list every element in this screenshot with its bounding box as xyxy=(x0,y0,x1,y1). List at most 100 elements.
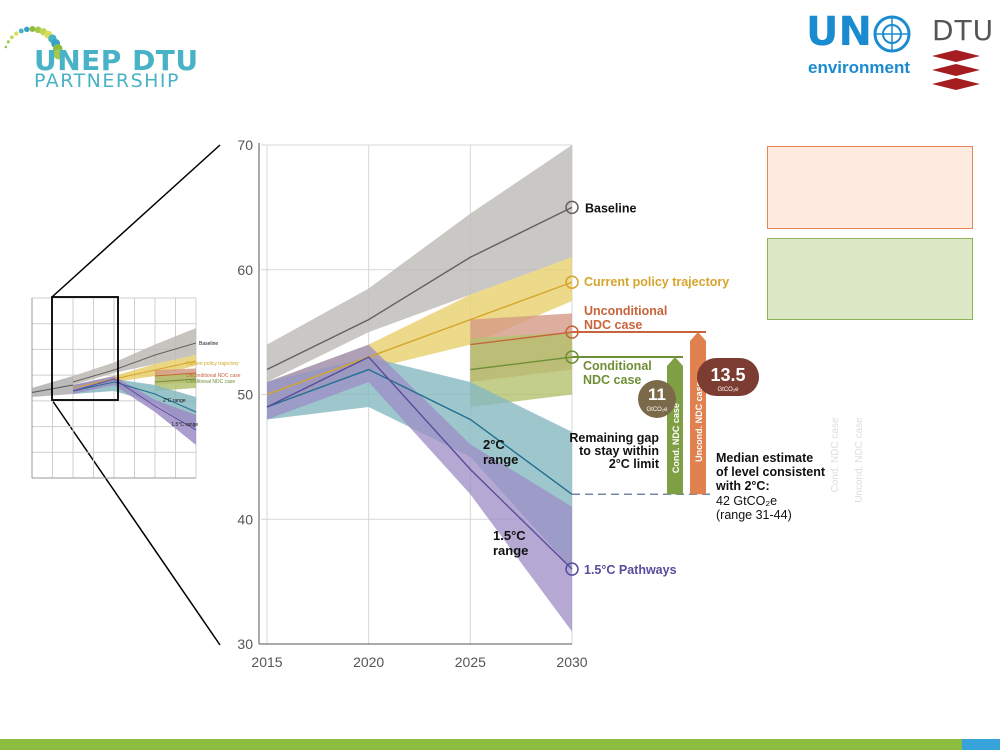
main-emissions-chart: 30 40 50 60 70 2015 2020 2025 2030 Baseline Curren… xyxy=(237,137,865,670)
x-tick-label: 2015 xyxy=(251,654,282,670)
label-unconditional-line2: NDC case xyxy=(584,318,642,332)
label-2c-range-line1: 2°C xyxy=(483,437,505,452)
cond-ndc-bar-label: Cond. NDC case xyxy=(671,403,681,473)
logo-dot xyxy=(18,28,24,34)
un-environment-text: environment xyxy=(808,58,911,77)
one-five-band xyxy=(267,344,572,632)
logo-title: UNEP DTU xyxy=(34,44,199,77)
label-15c-range: 1.5°C range xyxy=(493,528,528,558)
baseline-band xyxy=(267,145,572,383)
bubble-13-5 xyxy=(697,358,759,396)
remaining-gap-line1: Remaining gap xyxy=(569,431,659,445)
zoom-line-bottom xyxy=(51,399,221,646)
bubble-11-unit: GtCO₂e xyxy=(647,407,669,413)
x-tick-label: 2020 xyxy=(353,654,384,670)
x-tick-label: 2025 xyxy=(455,654,486,670)
inset-conditional-line xyxy=(154,378,197,383)
baseline-end-marker xyxy=(565,200,579,215)
overview-inset-chart: Baseline Current policy trajectory Uncondi… xyxy=(31,296,241,479)
logo-dot xyxy=(34,26,42,34)
bubble-13-5-unit: GtCO₂e xyxy=(718,387,740,393)
median-line3: with 2°C: xyxy=(715,479,770,493)
x-tick-label: 2030 xyxy=(556,654,587,670)
unconditional-line xyxy=(470,331,573,346)
inset-baseline-line xyxy=(72,342,197,383)
label-current-policy: Current policy trajectory xyxy=(584,275,729,289)
faded-cond-label: Cond. NDC case xyxy=(830,417,841,492)
bubble-11 xyxy=(638,380,676,418)
bubble-13-5-value: 13.5 xyxy=(710,365,745,385)
one-five-end-marker xyxy=(565,562,579,576)
inset-label-15c: 1.5°C range xyxy=(171,422,198,428)
inset-baseline-band xyxy=(73,328,196,385)
dtu-logo-text: DTU xyxy=(932,14,995,47)
logo-dot xyxy=(24,26,30,33)
inset-two-deg-line xyxy=(72,381,197,413)
inset-one-five-band xyxy=(73,376,196,445)
inset-label-baseline: Baseline xyxy=(199,341,218,347)
label-one-five-pathways: 1.5°C Pathways xyxy=(584,563,677,577)
bubble-11-value: 11 xyxy=(648,385,666,404)
label-2c-range: 2°C range xyxy=(483,437,518,467)
legend-box-unconditional xyxy=(767,146,973,229)
current-policy-end-marker xyxy=(565,275,579,289)
inset-two-deg-band xyxy=(73,379,196,430)
inset-unconditional-line xyxy=(154,372,197,377)
inset-zoom-rect xyxy=(51,296,119,401)
label-15c-range-line2: range xyxy=(493,543,528,558)
inset-label-current-policy: Current policy trajectory xyxy=(186,361,239,367)
label-conditional-line1: Conditional xyxy=(583,359,652,373)
median-line1: Median estimate xyxy=(716,451,813,465)
y-tick-label: 40 xyxy=(237,511,253,527)
uncond-ndc-bar-label: Uncond. NDC case xyxy=(694,381,704,462)
label-unconditional: Unconditional NDC case xyxy=(584,304,667,332)
logo-dot xyxy=(6,40,10,44)
one-five-line xyxy=(266,356,573,570)
inset-label-2c: 2°C range xyxy=(163,398,186,404)
median-estimate-text: Median estimate of level consistent with 2… xyxy=(715,451,826,522)
conditional-band xyxy=(470,332,572,407)
dtu-stripes-icon xyxy=(932,50,980,90)
inset-label-conditional: Conditional NDC case xyxy=(186,379,235,385)
zoom-line-top xyxy=(51,144,221,298)
inset-label-unconditional: Unconditional NDC case xyxy=(186,373,241,379)
median-range: (range 31-44) xyxy=(716,508,792,522)
y-tick-label: 30 xyxy=(237,636,253,652)
un-emblem-icon xyxy=(873,15,911,53)
y-tick-label: 50 xyxy=(237,387,253,403)
logo-dot xyxy=(29,25,36,33)
label-15c-range-line1: 1.5°C xyxy=(493,528,526,543)
logo-dot xyxy=(53,49,64,60)
logo-dot xyxy=(4,45,8,49)
unep-dtu-logo-dots xyxy=(4,25,64,60)
y-tick-label: 70 xyxy=(237,137,253,153)
current-policy-line xyxy=(266,281,573,396)
inset-current-policy-line xyxy=(72,360,197,389)
inset-conditional-band xyxy=(155,373,196,391)
remaining-gap-line2: to stay within xyxy=(579,444,659,458)
two-deg-band xyxy=(267,357,572,570)
two-deg-line xyxy=(266,368,573,495)
logo-subtitle: PARTNERSHIP xyxy=(34,70,180,92)
faded-uncond-label: Uncond. NDC case xyxy=(854,417,865,503)
remaining-gap-text: Remaining gap to stay within 2°C limit xyxy=(569,431,659,471)
legend-box-conditional xyxy=(767,238,973,320)
logo-dot xyxy=(14,31,19,36)
logo-dot xyxy=(10,35,14,40)
baseline-line xyxy=(266,206,573,371)
footer-bar-green xyxy=(0,739,962,750)
median-value: 42 GtCO₂e xyxy=(716,494,777,508)
un-logo-text: UN xyxy=(806,9,872,55)
y-tick-label: 60 xyxy=(237,262,253,278)
label-conditional: Conditional NDC case xyxy=(583,359,652,387)
label-baseline: Baseline xyxy=(585,201,636,215)
label-conditional-line2: NDC case xyxy=(583,373,641,387)
remaining-gap-line3: 2°C limit xyxy=(609,457,660,471)
conditional-line xyxy=(470,356,573,371)
median-line2: of level consistent xyxy=(716,465,826,479)
label-2c-range-line2: range xyxy=(483,452,518,467)
label-unconditional-line1: Unconditional xyxy=(584,304,667,318)
inset-one-five-line xyxy=(72,378,197,431)
footer-bar-blue xyxy=(962,739,1000,750)
